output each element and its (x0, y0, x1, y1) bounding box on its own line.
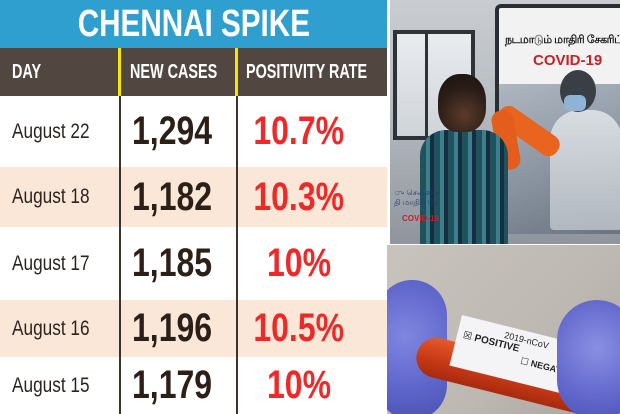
person-head (438, 74, 486, 132)
day-cell: August 22 (12, 119, 90, 143)
new-cases-cell: 1,182 (132, 174, 213, 219)
column-divider (236, 96, 238, 414)
swab-test-photo: நடமாடும் மாதிரி சேகரிப்பு மை COVID-19 ு … (390, 0, 620, 244)
column-header-day: DAY (12, 60, 42, 83)
column-header-row: DAY NEW CASES POSITIVITY RATE (0, 48, 387, 96)
new-cases-cell: 1,294 (132, 109, 213, 153)
sign-tamil-text: நடமாடும் மாதிரி சேகரிப்பு மை (505, 34, 620, 46)
van-sign: நடமாடும் மாதிரி சேகரிப்பு மை COVID-19 (495, 4, 620, 84)
column-divider (119, 96, 121, 414)
positivity-rate-cell: 10.5% (253, 306, 345, 350)
blue-glove-right (557, 300, 620, 414)
table-row: August 18 1,182 10.3% (0, 167, 387, 227)
van-side-text: ு சென்னை தி மாதிரி சே (394, 188, 441, 207)
new-cases-cell: 1,196 (132, 306, 213, 350)
table-row: August 15 1,179 10% (0, 357, 387, 414)
day-cell: August 16 (12, 316, 90, 340)
positivity-rate-cell: 10% (266, 241, 332, 285)
day-cell: August 15 (12, 373, 90, 397)
day-cell: August 18 (12, 185, 90, 208)
face-mask (564, 95, 586, 111)
new-cases-cell: 1,179 (132, 363, 213, 407)
sign-covid-text: COVID-19 (533, 52, 603, 69)
chennai-spike-table: CHENNAI SPIKE DAY NEW CASES POSITIVITY R… (0, 0, 387, 414)
table-row: August 17 1,185 10% (0, 227, 387, 300)
table-row: August 16 1,196 10.5% (0, 300, 387, 357)
van-side-covid-text: COVID-19 (402, 214, 439, 223)
table-row: August 22 1,294 10.7% (0, 96, 387, 167)
new-cases-cell: 1,185 (132, 241, 213, 285)
test-tube-photo: 2019-nCoV ☒ POSITIVE ☐ NEGATIVE (387, 245, 620, 414)
positivity-rate-cell: 10.3% (253, 174, 345, 219)
column-header-new-cases: NEW CASES (130, 60, 218, 83)
title-bar: CHENNAI SPIKE (0, 0, 387, 48)
positivity-rate-cell: 10% (266, 363, 332, 407)
health-worker-ppe (550, 110, 620, 230)
positivity-rate-cell: 10.7% (253, 109, 345, 153)
header-divider (235, 48, 238, 96)
day-cell: August 17 (12, 251, 90, 275)
header-divider (118, 48, 121, 96)
person-shirt (420, 130, 508, 244)
column-header-positivity-rate: POSITIVITY RATE (246, 60, 368, 83)
table-title: CHENNAI SPIKE (77, 2, 310, 45)
